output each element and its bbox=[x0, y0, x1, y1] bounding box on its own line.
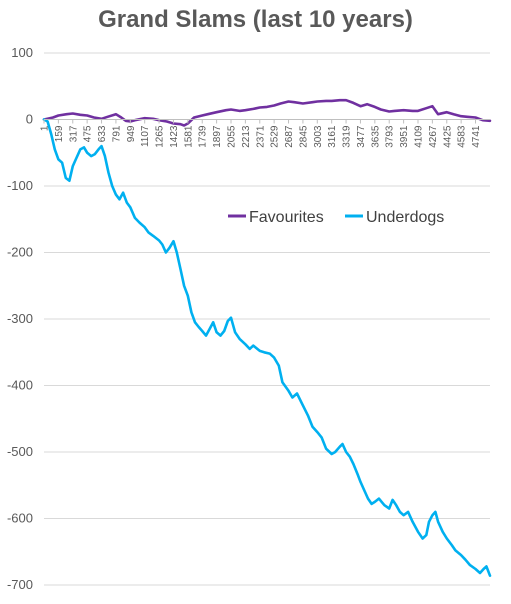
y-tick-label: -700 bbox=[7, 577, 33, 592]
x-tick-label: 2055 bbox=[226, 125, 237, 148]
x-tick-label: 1581 bbox=[183, 125, 194, 148]
y-tick-label: -200 bbox=[7, 245, 33, 260]
x-tick-label: 317 bbox=[68, 125, 79, 142]
y-tick-label: -300 bbox=[7, 311, 33, 326]
y-tick-label: -600 bbox=[7, 511, 33, 526]
x-tick-label: 4109 bbox=[413, 125, 424, 148]
x-tick-label: 3161 bbox=[327, 125, 338, 148]
x-tick-label: 633 bbox=[97, 125, 108, 142]
x-tick-label: 791 bbox=[111, 125, 122, 142]
legend-label-favourites: Favourites bbox=[249, 209, 324, 226]
x-tick-label: 1423 bbox=[169, 125, 180, 148]
y-tick-label: 100 bbox=[11, 45, 33, 60]
x-tick-label: 159 bbox=[54, 125, 65, 142]
legend-label-underdogs: Underdogs bbox=[366, 209, 444, 226]
gridlines bbox=[44, 52, 490, 586]
x-axis-labels: 1 159 317 475 633 791 949 1107 1265 1423 1581 1739 1… bbox=[40, 119, 490, 148]
y-axis-labels: 100 0 -100 -200 -300 -400 -500 -600 -700 bbox=[7, 45, 33, 592]
x-tick-label: 3003 bbox=[313, 125, 324, 148]
legend: Favourites Underdogs bbox=[228, 209, 444, 226]
series-lines bbox=[42, 98, 492, 577]
x-tick-label: 2845 bbox=[298, 125, 309, 148]
x-tick-label: 3477 bbox=[356, 125, 367, 148]
chart-title: Grand Slams (last 10 years) bbox=[98, 6, 413, 33]
x-tick-label: 2687 bbox=[284, 125, 295, 148]
series-line-underdogs bbox=[42, 118, 492, 577]
x-tick-label: 2213 bbox=[241, 125, 252, 148]
x-tick-label: 949 bbox=[126, 125, 137, 142]
x-tick-label: 4583 bbox=[457, 125, 468, 148]
x-tick-label: 3635 bbox=[370, 125, 381, 148]
x-tick-label: 1 bbox=[40, 125, 51, 131]
x-tick-label: 4741 bbox=[471, 125, 482, 148]
x-tick-label: 3319 bbox=[342, 125, 353, 148]
y-tick-label: 0 bbox=[26, 112, 33, 127]
y-tick-label: -400 bbox=[7, 378, 33, 393]
x-tick-label: 475 bbox=[83, 125, 94, 142]
x-tick-label: 1265 bbox=[155, 125, 166, 148]
x-tick-label: 1739 bbox=[198, 125, 209, 148]
x-tick-label: 1107 bbox=[140, 125, 151, 147]
x-tick-label: 3951 bbox=[399, 125, 410, 148]
x-tick-label: 4425 bbox=[442, 125, 453, 148]
x-tick-label: 2529 bbox=[270, 125, 281, 148]
y-tick-label: -100 bbox=[7, 178, 33, 193]
series-line-favourites bbox=[42, 98, 492, 127]
y-tick-label: -500 bbox=[7, 444, 33, 459]
x-tick-label: 3793 bbox=[385, 125, 396, 148]
x-tick-label: 1897 bbox=[212, 125, 223, 148]
x-tick-label: 2371 bbox=[255, 125, 266, 148]
x-tick-label: 4267 bbox=[428, 125, 439, 148]
